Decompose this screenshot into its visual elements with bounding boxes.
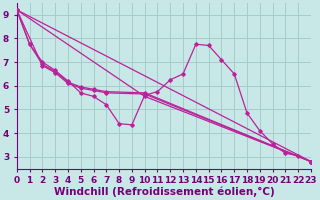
X-axis label: Windchill (Refroidissement éolien,°C): Windchill (Refroidissement éolien,°C)	[53, 187, 274, 197]
